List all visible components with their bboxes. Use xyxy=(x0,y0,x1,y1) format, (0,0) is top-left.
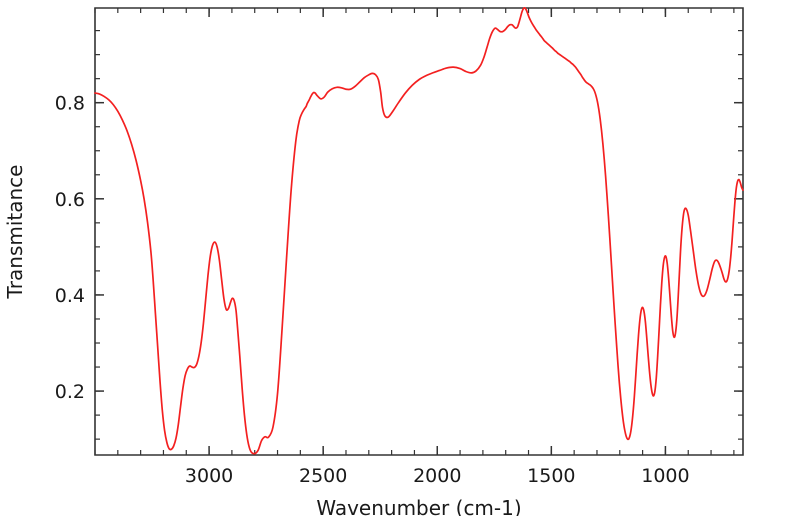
x-axis-title: Wavenumber (cm-1) xyxy=(316,496,521,516)
y-axis-tick-labels: 0.2 0.4 0.6 0.8 xyxy=(55,93,85,403)
y-axis-title: Transmitance xyxy=(3,165,27,300)
x-tick-label: 3000 xyxy=(185,465,233,487)
spectrum-trace xyxy=(94,7,744,455)
plot-frame xyxy=(94,7,744,456)
x-tick-label: 1500 xyxy=(527,465,575,487)
x-tick-label: 1000 xyxy=(641,465,689,487)
y-tick-label: 0.4 xyxy=(55,285,85,307)
y-tick-label: 0.6 xyxy=(55,189,85,211)
y-tick-label: 0.2 xyxy=(55,381,85,403)
x-axis-major-ticks xyxy=(208,8,667,455)
x-axis-tick-labels: 3000 2500 2000 1500 1000 xyxy=(185,465,690,487)
y-axis-major-ticks xyxy=(95,101,743,392)
x-tick-label: 2000 xyxy=(413,465,461,487)
y-tick-label: 0.8 xyxy=(55,93,85,115)
x-tick-label: 2500 xyxy=(299,465,347,487)
